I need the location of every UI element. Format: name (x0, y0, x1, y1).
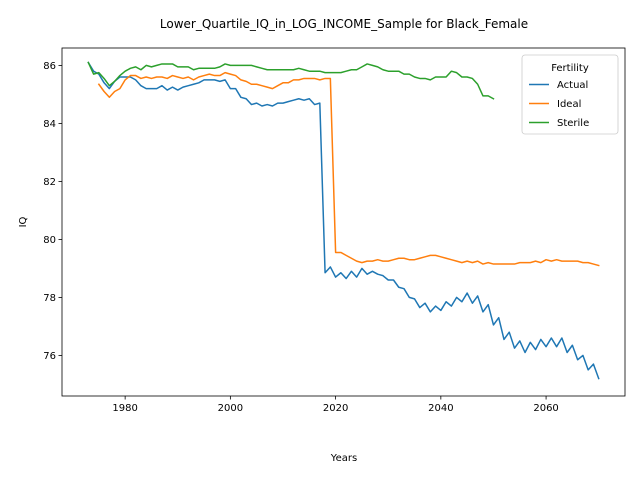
chart-title: Lower_Quartile_IQ_in_LOG_INCOME_Sample f… (160, 17, 528, 31)
x-tick-label: 1980 (112, 403, 137, 414)
y-tick-label: 82 (43, 177, 56, 188)
x-tick-label: 2000 (218, 403, 243, 414)
legend-label-ideal: Ideal (557, 99, 581, 110)
y-axis-label: IQ (18, 216, 29, 227)
legend-label-sterile: Sterile (557, 118, 589, 129)
plot-frame (61, 47, 626, 397)
series-lines (87, 61, 600, 380)
x-axis: 1980 2000 2020 2040 2060 (112, 396, 559, 414)
y-tick-label: 80 (43, 235, 56, 246)
y-tick-label: 84 (43, 119, 56, 130)
x-axis-label: Years (330, 453, 357, 464)
series-line-ideal (97, 71, 600, 267)
y-tick-label: 86 (43, 61, 56, 72)
legend-box (521, 54, 619, 135)
x-tick-label: 2060 (533, 403, 558, 414)
x-tick-label: 2040 (428, 403, 453, 414)
series-line-sterile (87, 61, 495, 100)
y-tick-label: 78 (43, 293, 56, 304)
series-line-actual (87, 61, 600, 380)
y-tick-label: 76 (43, 351, 56, 362)
y-axis: 76 78 80 82 84 86 (43, 61, 62, 362)
legend: Fertility Actual Ideal Sterile (521, 54, 619, 135)
legend-title: Fertility (551, 63, 589, 74)
legend-label-actual: Actual (557, 80, 588, 91)
x-tick-label: 2020 (323, 403, 348, 414)
